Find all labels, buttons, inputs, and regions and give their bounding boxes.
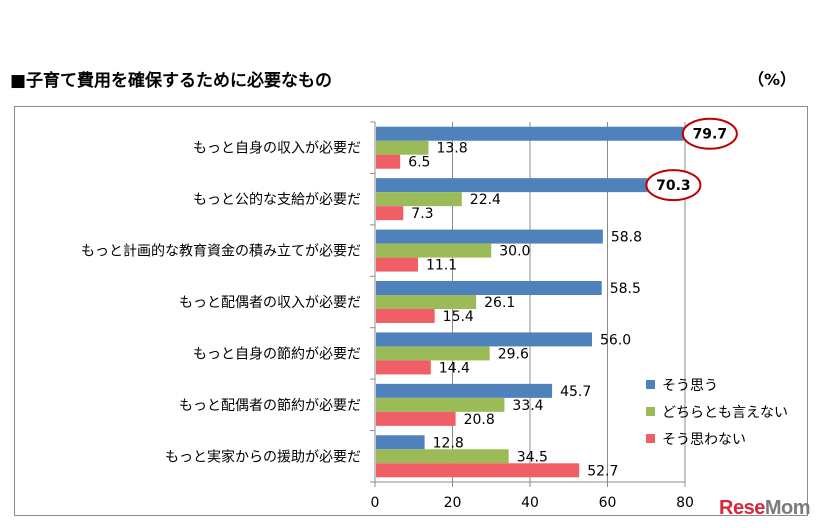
legend-label-agree: そう思う [662,377,718,394]
data-label: 58.8 [611,230,642,246]
bar [376,463,580,478]
x-tick-label: 80 [676,495,694,511]
data-label: 45.7 [560,384,591,400]
x-tick-label: 20 [444,495,462,511]
category-label: もっと配偶者の収入が必要だ [179,295,361,311]
highlight-circle [645,169,702,202]
logo-text-rese: Rese [719,497,765,519]
bar [376,397,505,412]
chart-frame [14,106,808,516]
legend-swatch-disagree [646,434,655,443]
bar [376,295,477,309]
logo-text-mom: Mom [764,497,811,519]
category-label: もっと配偶者の節約が必要だ [179,397,361,414]
data-label: 6.5 [408,155,430,171]
x-tick-label: 40 [521,495,539,511]
data-label: 30.0 [499,244,530,260]
bar [376,435,425,450]
legend-swatch-neutral [646,407,655,416]
bar [376,411,456,426]
bar [376,257,419,272]
bar [376,360,431,375]
legend-label-disagree: そう思わない [662,431,746,448]
chart-title: ■子育て費用を確保するために必要なもの [10,71,333,91]
bar [376,178,648,193]
legend-item-neutral: どちらとも言えない [646,398,788,425]
resemom-logo: ReseMom [719,497,810,520]
data-label: 22.4 [470,192,501,208]
data-label: 26.1 [484,295,515,311]
data-label: 7.3 [411,206,433,222]
data-label: 70.3 [656,178,691,194]
data-label: 56.0 [600,332,631,348]
legend: そう思う どちらとも言えない そう思わない [646,371,788,452]
highlight-circle [681,117,738,150]
data-label: 20.8 [464,412,495,428]
bar [376,206,404,221]
data-label: 52.7 [587,463,618,479]
legend-item-disagree: そう思わない [646,425,788,452]
data-label: 79.7 [693,127,728,143]
bar [376,309,435,323]
bar [376,154,401,169]
legend-item-agree: そう思う [646,371,788,398]
bar [376,281,602,295]
bar [376,229,603,244]
bar [376,383,553,398]
data-label: 58.5 [610,281,641,297]
data-label: 34.5 [517,449,548,465]
category-label: もっと公的な支給が必要だ [193,192,361,208]
legend-label-neutral: どちらとも言えない [662,404,788,421]
bar [376,346,490,361]
unit-label: （%） [747,70,796,89]
x-tick-label: 60 [599,495,617,511]
category-label: もっと自身の収入が必要だ [193,141,361,157]
data-label: 33.4 [512,398,543,414]
bar [376,332,592,347]
bar [376,449,509,464]
category-label: もっと計画的な教育資金の積み立てが必要だ [81,244,361,260]
bar [376,126,684,141]
x-tick-label: 0 [371,495,380,511]
bar [376,140,429,155]
data-label: 13.8 [436,141,467,157]
category-label: もっと実家からの援助が必要だ [165,448,361,465]
bar [376,243,492,258]
category-label: もっと自身の節約が必要だ [193,345,361,362]
legend-swatch-agree [646,380,655,389]
data-label: 15.4 [443,309,474,325]
bar [376,192,462,207]
data-label: 29.6 [498,346,529,362]
data-label: 14.4 [439,360,470,376]
data-label: 11.1 [426,258,457,274]
data-label: 12.8 [433,435,464,451]
